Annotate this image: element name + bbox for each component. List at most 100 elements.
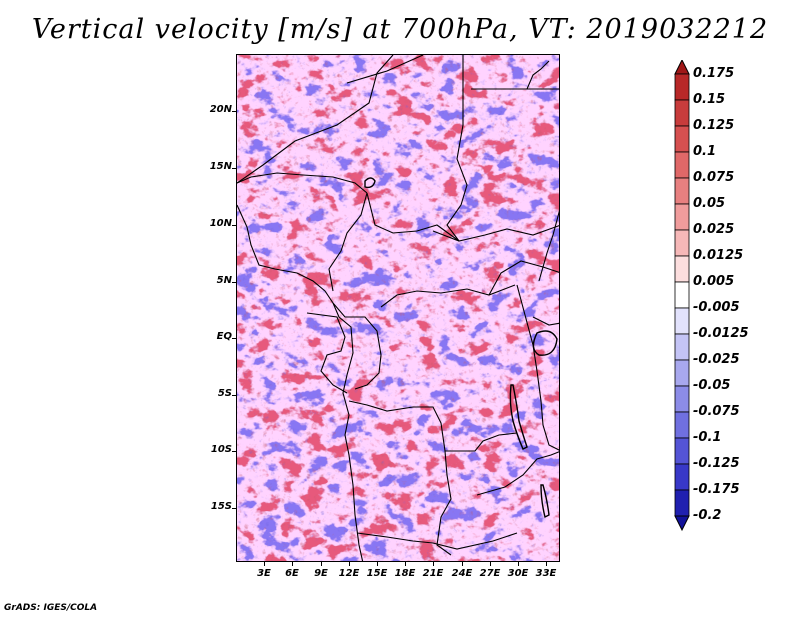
colorbar-box bbox=[674, 73, 690, 101]
border-nigeria bbox=[237, 172, 368, 194]
border-drc-angola bbox=[348, 400, 518, 452]
colorbar-box bbox=[674, 437, 690, 465]
country-borders bbox=[237, 55, 559, 561]
colorbar-label: -0.005 bbox=[693, 300, 740, 315]
border-congo bbox=[332, 302, 382, 390]
border-niger-chad bbox=[237, 55, 394, 184]
colorbar-label: -0.2 bbox=[693, 508, 722, 523]
lat-tick bbox=[232, 451, 236, 452]
lon-label: 15E bbox=[366, 568, 388, 579]
lon-label: 12E bbox=[338, 568, 360, 579]
border-sudan-ssudan bbox=[432, 225, 559, 242]
colorbar-box bbox=[674, 411, 690, 439]
lat-label: EQ bbox=[216, 331, 232, 342]
lat-label: 5S bbox=[217, 388, 232, 399]
lat-tick bbox=[232, 395, 236, 396]
red-sea-coast bbox=[526, 60, 550, 90]
lon-label: 6E bbox=[285, 568, 299, 579]
lakes bbox=[364, 177, 558, 519]
colorbar-box bbox=[674, 281, 690, 309]
lon-tick bbox=[490, 562, 491, 566]
lake-tanganyika bbox=[509, 384, 528, 450]
lon-tick bbox=[546, 562, 547, 566]
lon-tick bbox=[405, 562, 406, 566]
border-cameroon bbox=[328, 192, 368, 292]
colorbar-box bbox=[674, 177, 690, 205]
colorbar bbox=[674, 60, 690, 532]
lake-chad bbox=[364, 177, 376, 189]
colorbar-label: 0.005 bbox=[693, 274, 735, 289]
border-drc-east bbox=[516, 284, 559, 451]
lat-tick bbox=[232, 508, 236, 509]
lon-label: 18E bbox=[394, 568, 416, 579]
field-detail-negative bbox=[237, 55, 559, 561]
coastline-west-africa bbox=[237, 204, 364, 561]
lat-label: 10S bbox=[210, 444, 232, 455]
lat-tick bbox=[232, 225, 236, 226]
vertical-velocity-field bbox=[237, 55, 559, 561]
colorbar-label: -0.075 bbox=[693, 404, 740, 419]
border-chad-car bbox=[366, 192, 460, 242]
border-chad-sudan bbox=[446, 55, 468, 242]
colorbar-label: 0.15 bbox=[693, 92, 726, 107]
colorbar-box bbox=[674, 463, 690, 491]
lon-label: 9E bbox=[314, 568, 328, 579]
colorbar-label: 0.0125 bbox=[693, 248, 744, 263]
border-east-africa bbox=[538, 210, 559, 282]
colorbar-label: 0.1 bbox=[693, 144, 717, 159]
colorbar-label: -0.125 bbox=[693, 456, 740, 471]
colorbar-label: 0.125 bbox=[693, 118, 735, 133]
lat-label: 20N bbox=[209, 104, 232, 115]
colorbar-box bbox=[674, 125, 690, 153]
colorbar-box bbox=[674, 385, 690, 413]
lake-victoria bbox=[532, 330, 558, 356]
colorbar-top-cap bbox=[674, 60, 690, 75]
lon-label: 3E bbox=[257, 568, 271, 579]
footer-credit: GrADS: IGES/COLA bbox=[4, 603, 98, 613]
lake-malawi bbox=[540, 484, 550, 519]
lon-label: 24E bbox=[451, 568, 473, 579]
chart-title: Vertical velocity [m/s] at 700hPa, VT: 2… bbox=[31, 14, 769, 45]
lon-tick bbox=[264, 562, 265, 566]
lon-tick bbox=[462, 562, 463, 566]
colorbar-label: 0.025 bbox=[693, 222, 735, 237]
colorbar-box bbox=[674, 151, 690, 179]
lon-tick bbox=[433, 562, 434, 566]
border-gabon bbox=[306, 312, 348, 394]
colorbar-bottom-cap bbox=[674, 515, 690, 532]
border-zambia bbox=[476, 451, 559, 496]
lon-tick bbox=[349, 562, 350, 566]
lat-label: 10N bbox=[209, 218, 232, 229]
lon-label: 30E bbox=[507, 568, 529, 579]
colorbar-label: 0.175 bbox=[693, 66, 735, 81]
colorbar-box bbox=[674, 203, 690, 231]
lat-label: 15S bbox=[210, 501, 232, 512]
colorbar-box bbox=[674, 489, 690, 517]
lat-tick bbox=[232, 111, 236, 112]
lon-label: 21E bbox=[422, 568, 444, 579]
colorbar-label: 0.075 bbox=[693, 170, 735, 185]
lat-label: 15N bbox=[209, 161, 232, 172]
colorbar-label: -0.175 bbox=[693, 482, 740, 497]
colorbar-box bbox=[674, 229, 690, 257]
colorbar-box bbox=[674, 333, 690, 361]
border-ssudan-drc bbox=[488, 260, 559, 296]
lat-tick bbox=[232, 168, 236, 169]
colorbar-label: -0.05 bbox=[693, 378, 731, 393]
border-uganda-kenya bbox=[532, 316, 559, 326]
border-angola-zambia bbox=[436, 450, 452, 556]
lon-tick bbox=[292, 562, 293, 566]
lon-tick bbox=[321, 562, 322, 566]
colorbar-label: -0.0125 bbox=[693, 326, 749, 341]
colorbar-label: -0.025 bbox=[693, 352, 740, 367]
colorbar-label: -0.1 bbox=[693, 430, 722, 445]
lon-label: 33E bbox=[535, 568, 557, 579]
colorbar-label: 0.05 bbox=[693, 196, 726, 211]
lat-tick bbox=[232, 338, 236, 339]
border-chad-libya bbox=[346, 55, 424, 84]
lon-tick bbox=[377, 562, 378, 566]
lon-label: 27E bbox=[479, 568, 501, 579]
lat-tick bbox=[232, 282, 236, 283]
map-panel[interactable] bbox=[236, 54, 560, 562]
lat-label: 5N bbox=[216, 275, 232, 286]
